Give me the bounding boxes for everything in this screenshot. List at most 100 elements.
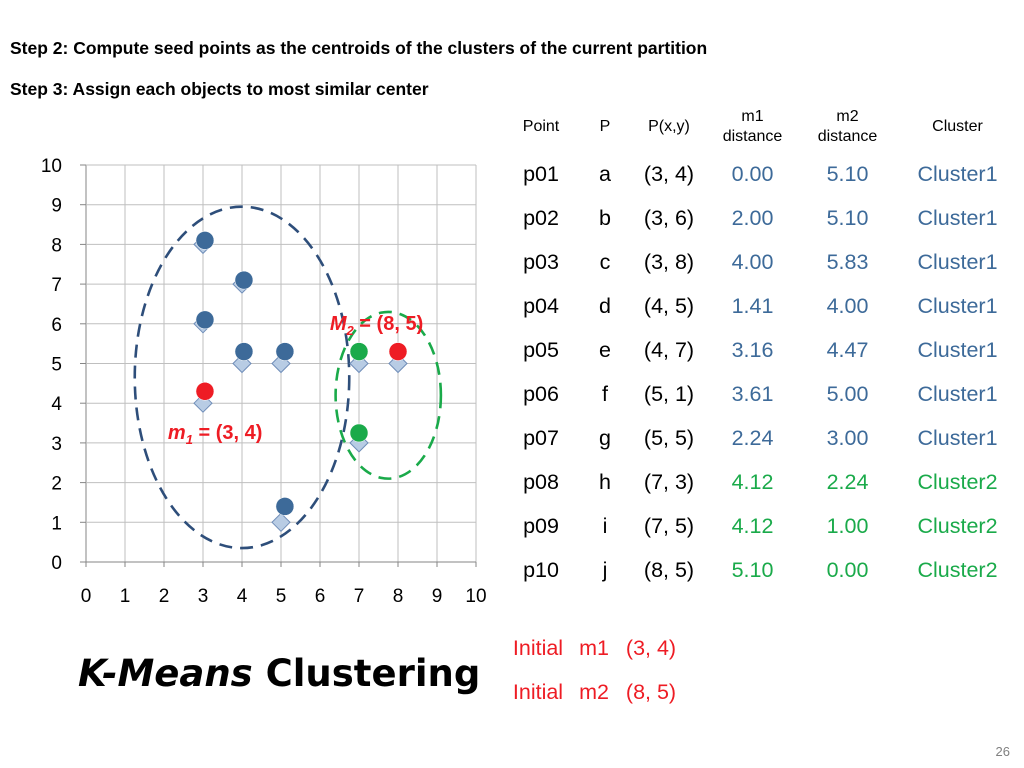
initial-label: Initial [512, 679, 564, 704]
data-point-circle [195, 231, 215, 250]
cell-point: p01 [523, 161, 559, 186]
cell-point: p04 [523, 293, 559, 318]
cell-p: d [599, 293, 611, 318]
table-row: p10 j (8, 5) 5.10 0.00 Cluster2 [505, 548, 1020, 592]
data-point-circle [275, 497, 295, 516]
cell-point: p02 [523, 205, 559, 230]
header-point: Point [522, 118, 560, 135]
annotation-symbol: m [168, 422, 186, 444]
cell-point: p09 [523, 513, 559, 538]
annotation-subscript: 1 [186, 432, 193, 447]
cell-p: c [599, 249, 611, 274]
data-point-circle [195, 382, 215, 401]
initial-centers: Initial m1 (3, 4) Initial m2 (8, 5) [505, 626, 685, 714]
cell-point: p07 [523, 425, 559, 450]
cell-m1-distance: 4.12 [731, 513, 774, 538]
centroid-annotation-2: M2 = (8, 5) [330, 313, 423, 338]
header-m2-line2: distance [817, 128, 878, 145]
distance-table: Point P P(x,y) m1 distance m2 distance Clu… [505, 102, 1020, 592]
initial-m1-row: Initial m1 (3, 4) [505, 626, 685, 670]
x-tick-label: 1 [120, 586, 131, 607]
cell-cluster: Cluster2 [917, 469, 998, 494]
cluster-region-2 [334, 310, 443, 480]
data-point-circle [234, 270, 254, 290]
table-row: p09 i (7, 5) 4.12 1.00 Cluster2 [505, 504, 1020, 548]
x-tick-label: 2 [159, 586, 170, 607]
cell-p: i [602, 513, 608, 538]
header-pxy: P(x,y) [648, 118, 690, 135]
data-point-circle [275, 342, 295, 361]
slide-title-italic: K-Means [78, 652, 253, 695]
initial-m2-name: m2 [579, 679, 609, 704]
cell-p: g [599, 425, 611, 450]
table-row: p01 a (3, 4) 0.00 5.10 Cluster1 [505, 152, 1020, 196]
cell-cluster: Cluster2 [917, 513, 998, 538]
cell-cluster: Cluster1 [917, 161, 998, 186]
y-tick-label: 7 [51, 275, 62, 296]
cell-m2-distance: 5.10 [826, 161, 869, 186]
cell-p: f [602, 381, 608, 406]
y-tick-label: 4 [51, 394, 62, 415]
cell-m1-distance: 0.00 [731, 161, 774, 186]
y-tick-label: 2 [51, 474, 62, 495]
cell-p: j [602, 557, 608, 582]
cell-pxy: (5, 1) [643, 381, 695, 406]
cell-pxy: (3, 4) [643, 161, 695, 186]
initial-label: Initial [512, 635, 564, 660]
y-tick-label: 10 [41, 156, 62, 177]
cell-cluster: Cluster1 [917, 205, 998, 230]
data-point-circle [388, 342, 408, 361]
header-m1-line1: m1 [741, 108, 764, 125]
cell-m2-distance: 5.10 [826, 205, 869, 230]
cell-m1-distance: 5.10 [731, 557, 774, 582]
x-tick-label: 7 [354, 586, 365, 607]
initial-m2-value: (8, 5) [625, 679, 677, 704]
slide-title: K-Means Clustering [78, 652, 480, 695]
cell-m2-distance: 5.00 [826, 381, 869, 406]
cell-cluster: Cluster1 [917, 337, 998, 362]
y-tick-label: 0 [51, 553, 62, 574]
table-row: p02 b (3, 6) 2.00 5.10 Cluster1 [505, 196, 1020, 240]
y-tick-label: 6 [51, 315, 62, 336]
cell-cluster: Cluster1 [917, 381, 998, 406]
data-point-circle [195, 310, 215, 330]
initial-m1-name: m1 [579, 635, 609, 660]
cell-point: p06 [523, 381, 559, 406]
cell-m2-distance: 4.47 [826, 337, 869, 362]
cell-cluster: Cluster1 [917, 293, 998, 318]
table-row: p04 d (4, 5) 1.41 4.00 Cluster1 [505, 284, 1020, 328]
data-point-circle [349, 342, 369, 361]
cell-m2-distance: 3.00 [826, 425, 869, 450]
y-tick-label: 9 [51, 196, 62, 217]
x-tick-label: 10 [465, 586, 486, 607]
x-tick-label: 8 [393, 586, 404, 607]
cell-point: p10 [523, 557, 559, 582]
data-point-diamond [271, 512, 291, 533]
cell-m1-distance: 2.00 [731, 205, 774, 230]
cell-pxy: (8, 5) [643, 557, 695, 582]
cell-pxy: (3, 8) [643, 249, 695, 274]
step-3-heading: Step 3: Assign each objects to most simi… [10, 79, 429, 99]
header-m1-line2: distance [722, 128, 783, 145]
centroid-annotation-1: m1 = (3, 4) [168, 422, 263, 447]
cell-cluster: Cluster1 [917, 425, 998, 450]
cell-m2-distance: 4.00 [826, 293, 869, 318]
cell-m2-distance: 1.00 [826, 513, 869, 538]
cell-pxy: (4, 7) [643, 337, 695, 362]
cell-m2-distance: 5.83 [826, 249, 869, 274]
table-row: p08 h (7, 3) 4.12 2.24 Cluster2 [505, 460, 1020, 504]
cell-m2-distance: 2.24 [826, 469, 869, 494]
x-tick-label: 5 [276, 586, 287, 607]
cell-pxy: (7, 5) [643, 513, 695, 538]
x-tick-label: 3 [198, 586, 209, 607]
header-m1-distance: m1 distance [705, 102, 800, 152]
cell-pxy: (7, 3) [643, 469, 695, 494]
x-tick-label: 0 [81, 586, 92, 607]
slide-title-rest: Clustering [252, 652, 481, 695]
data-point-circle [234, 342, 254, 361]
cell-m1-distance: 3.16 [731, 337, 774, 362]
cluster-region-1 [133, 205, 351, 550]
step-2-heading: Step 2: Compute seed points as the centr… [10, 38, 708, 58]
table-header-row: Point P P(x,y) m1 distance m2 distance Clu… [505, 102, 1020, 152]
cell-pxy: (3, 6) [643, 205, 695, 230]
